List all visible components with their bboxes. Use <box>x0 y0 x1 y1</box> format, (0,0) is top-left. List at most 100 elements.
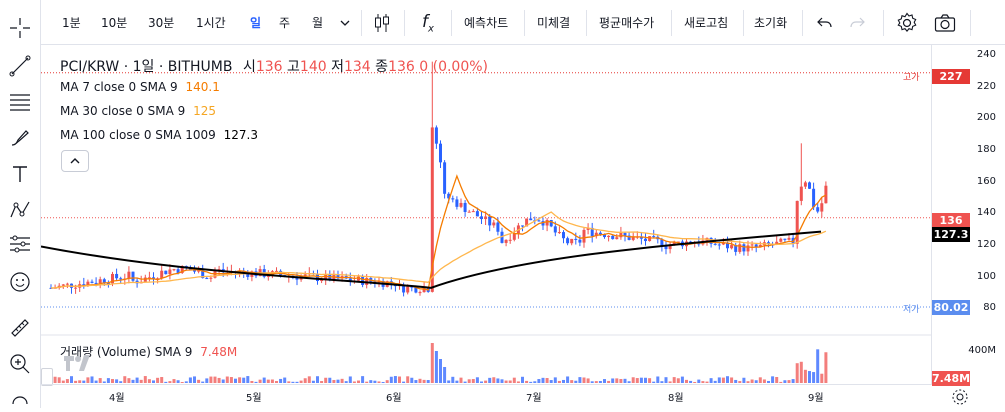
scroll-left-handle[interactable] <box>41 368 53 386</box>
interval-1w[interactable]: 주 <box>279 16 291 30</box>
volume-bar <box>373 380 377 383</box>
fib-icon[interactable] <box>6 88 34 116</box>
interval-30m[interactable]: 30분 <box>148 16 175 30</box>
volume-tag: 7.48M <box>932 371 971 386</box>
reset-button[interactable]: 초기화 <box>754 16 788 30</box>
volume-bar <box>742 377 746 383</box>
candle-body <box>496 222 500 232</box>
interval-10m[interactable]: 10분 <box>101 16 128 30</box>
volume-bar <box>238 377 242 383</box>
chevron-down-icon[interactable] <box>339 12 351 34</box>
volume-bar <box>648 378 652 383</box>
volume-bar <box>537 379 541 383</box>
undo-icon[interactable] <box>815 12 833 34</box>
legend-collapse-button[interactable] <box>61 150 89 172</box>
brush-icon[interactable] <box>6 124 34 152</box>
volume-tick-400m: 400M <box>968 345 996 356</box>
redo-icon[interactable] <box>849 12 867 34</box>
zoom-icon[interactable] <box>6 350 34 378</box>
volume-bar <box>566 376 570 383</box>
candle-body <box>525 218 529 227</box>
crosshair-icon[interactable] <box>6 14 34 42</box>
volume-bar <box>147 379 151 383</box>
candle-body <box>188 268 192 271</box>
volume-bar <box>758 377 762 383</box>
price-axis[interactable]: 240 220 200 180 160 140 120 100 80 400M … <box>931 45 1005 386</box>
volume-bar <box>324 377 328 383</box>
volume-bar <box>480 381 483 383</box>
avg-buy-price-button[interactable]: 평균매수가 <box>599 16 655 30</box>
interval-1m[interactable]: 1분 <box>62 16 81 30</box>
candle-body <box>98 279 102 284</box>
legend-ma100[interactable]: MA 100 close 0 SMA 1009 127.3 <box>60 128 258 142</box>
volume-bar <box>496 378 500 383</box>
candle-body <box>676 241 680 243</box>
legend-volume[interactable]: 거래량 (Volume) SMA 9 7.48M <box>60 345 238 359</box>
candle-body <box>303 274 307 277</box>
volume-bar <box>426 380 430 383</box>
volume-bar <box>734 379 738 383</box>
volume-bar <box>791 379 795 383</box>
volume-bar <box>541 377 545 383</box>
time-axis[interactable]: 4월 5월 6월 7월 8월 9월 <box>41 384 931 409</box>
ma100-value: 127.3 <box>223 128 258 142</box>
candle-body <box>172 269 176 271</box>
volume-bar <box>94 380 98 383</box>
legend-ma30[interactable]: MA 30 close 0 SMA 9 125 <box>60 104 216 118</box>
text-icon[interactable] <box>6 160 34 188</box>
volume-bar <box>127 378 131 383</box>
refresh-button[interactable]: 새로고침 <box>684 16 729 30</box>
trendline-icon[interactable] <box>6 52 34 80</box>
unfilled-orders-button[interactable]: 미체결 <box>537 16 571 30</box>
volume-bar <box>557 380 561 383</box>
volume-bar <box>545 378 549 383</box>
volume-bar <box>619 378 623 383</box>
axis-tick-240: 240 <box>976 49 996 60</box>
interval-1h[interactable]: 1시간 <box>196 16 226 30</box>
volume-bar <box>176 380 180 383</box>
volume-bar <box>611 378 615 383</box>
time-label-jun: 6월 <box>386 393 402 404</box>
candle-body <box>156 278 160 280</box>
volume-bar <box>553 377 557 383</box>
axis-tick-140: 140 <box>976 207 996 218</box>
volume-bar <box>639 377 643 383</box>
volume-bar <box>488 377 492 383</box>
volume-bar <box>316 376 319 383</box>
chart-pane[interactable] <box>40 45 931 385</box>
volume-bar <box>635 378 639 383</box>
camera-icon[interactable] <box>934 12 956 34</box>
forecast-chart-button[interactable]: 예측차트 <box>464 16 509 30</box>
legend-ma7[interactable]: MA 7 close 0 SMA 9 140.1 <box>60 80 220 94</box>
volume-bar <box>287 381 291 383</box>
candle-body <box>557 232 561 234</box>
candle-body <box>422 287 426 293</box>
candle-body <box>726 242 729 249</box>
volume-bar <box>131 379 135 383</box>
candle-type-icon[interactable] <box>373 12 391 34</box>
measure-icon[interactable] <box>6 230 34 258</box>
volume-bar <box>726 376 729 383</box>
candle-body <box>603 234 606 238</box>
ruler-icon[interactable] <box>6 314 34 342</box>
volume-bar <box>209 376 213 383</box>
pattern-icon[interactable] <box>6 196 34 224</box>
price-chart[interactable] <box>40 45 931 385</box>
fx-indicators-button[interactable]: fx <box>422 12 434 35</box>
emoji-icon[interactable] <box>6 268 34 296</box>
volume-bar <box>525 380 529 383</box>
candle-body <box>164 270 168 275</box>
settings-gear-small-icon[interactable] <box>951 388 973 408</box>
interval-1mo[interactable]: 월 <box>312 16 324 30</box>
axis-tick-100: 100 <box>976 271 996 282</box>
volume-bar <box>578 377 582 383</box>
settings-icon[interactable] <box>896 12 918 34</box>
volume-bar <box>623 378 627 383</box>
volume-bar <box>422 379 426 383</box>
volume-bar <box>275 381 278 383</box>
volume-bar <box>135 377 139 383</box>
lock-icon[interactable] <box>6 384 34 412</box>
interval-1d[interactable]: 일 <box>250 16 262 30</box>
volume-bar <box>299 380 303 383</box>
volume-bar <box>816 349 820 383</box>
